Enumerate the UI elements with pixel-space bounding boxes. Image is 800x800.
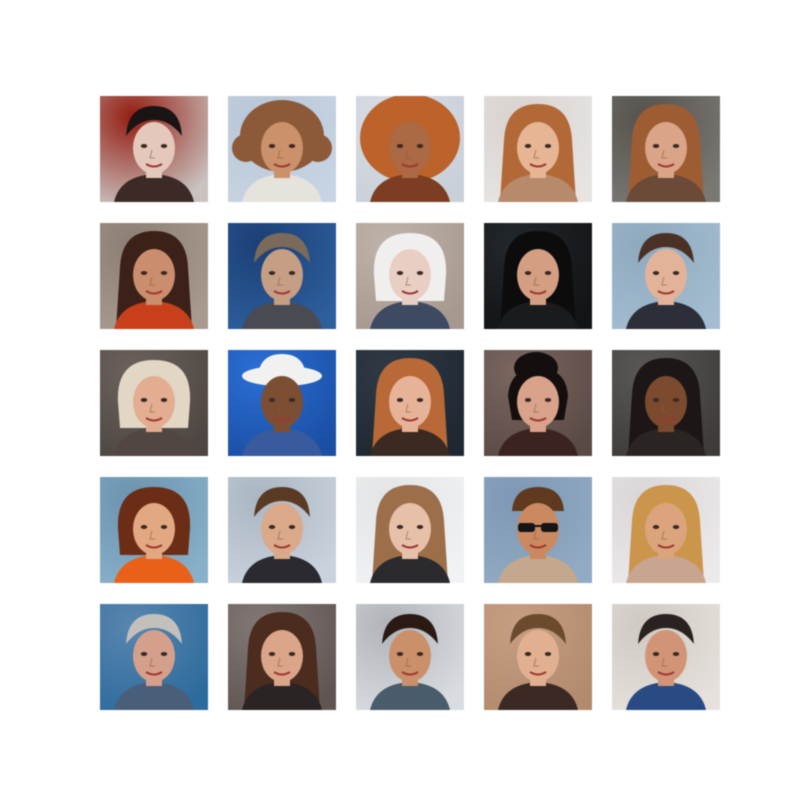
face-thumbnail <box>484 223 592 329</box>
face-thumbnail <box>484 350 592 456</box>
face-thumbnail <box>228 223 336 329</box>
face-thumbnail <box>228 477 336 583</box>
face-thumbnail <box>100 477 208 583</box>
face-thumbnail <box>228 604 336 710</box>
face-thumbnail <box>484 477 592 583</box>
face-thumbnail <box>484 96 592 202</box>
face-thumbnail <box>356 477 464 583</box>
face-thumbnail <box>356 96 464 202</box>
face-thumbnail <box>612 350 720 456</box>
face-thumbnail <box>100 96 208 202</box>
face-thumbnail <box>612 604 720 710</box>
face-thumbnail <box>612 223 720 329</box>
face-thumbnail <box>612 96 720 202</box>
face-thumbnail <box>356 350 464 456</box>
face-thumbnail <box>356 223 464 329</box>
face-thumbnail <box>612 477 720 583</box>
face-thumbnail <box>484 604 592 710</box>
face-thumbnail <box>100 604 208 710</box>
face-thumbnail <box>100 223 208 329</box>
face-thumbnail <box>228 350 336 456</box>
face-thumbnail <box>228 96 336 202</box>
face-thumbnail <box>356 604 464 710</box>
face-thumbnail <box>100 350 208 456</box>
